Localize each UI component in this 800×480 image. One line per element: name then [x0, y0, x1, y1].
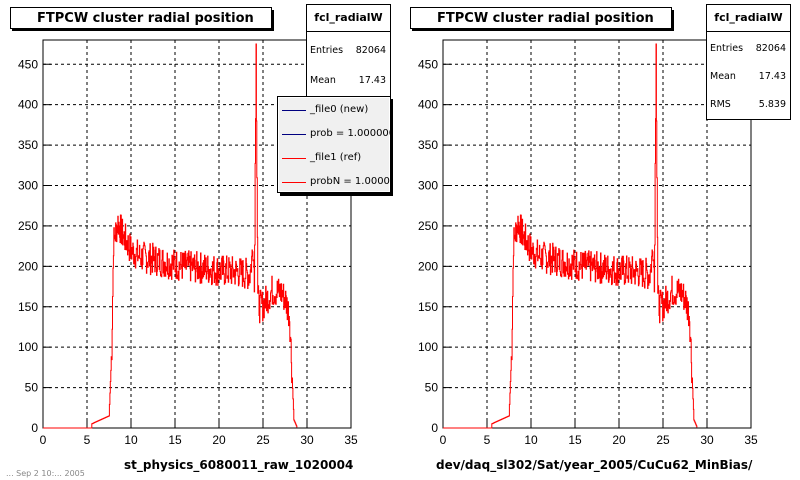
x-tick-label-left: 0: [40, 433, 47, 447]
x-tick-label-right: 35: [744, 433, 758, 447]
stats-rms-label-right: RMS: [710, 99, 731, 110]
x-tick-label-left: 20: [212, 433, 226, 447]
stats-entries-value-left: 82064: [355, 45, 386, 56]
legend-label-prob: prob = 1.000000: [310, 128, 391, 139]
y-tick-label-left: 400: [18, 98, 38, 112]
x-tick-label-right: 5: [484, 433, 491, 447]
legend-item-file0: _file0 (new): [278, 99, 390, 123]
chart-title-box-right: FTPCW cluster radial position: [410, 7, 672, 29]
stats-entries-label-right: Entries: [710, 43, 744, 54]
legend-swatch-prob: [282, 134, 306, 135]
stats-mean-label-right: Mean: [710, 71, 736, 82]
y-tick-label-right: 450: [418, 57, 438, 71]
legend-item-probn: probN = 1.000000: [278, 171, 390, 192]
legend-swatch-file0: [282, 110, 306, 111]
y-tick-label-right: 200: [418, 259, 438, 273]
legend-swatch-file1: [282, 158, 306, 159]
stats-entries-label-left: Entries: [310, 45, 344, 56]
legend-label-file0: _file0 (new): [310, 104, 369, 115]
x-tick-label-left: 5: [84, 433, 91, 447]
legend-item-file1: _file1 (ref): [278, 147, 390, 171]
legend-label-file1: _file1 (ref): [310, 152, 362, 163]
stats-box-right: fcl_radialW Entries 82064 Mean 17.43 RMS…: [706, 4, 791, 120]
y-tick-label-right: 400: [418, 98, 438, 112]
y-tick-label-right: 250: [418, 219, 438, 233]
y-tick-label-right: 100: [418, 340, 438, 354]
stats-rms-value-right: 5.839: [758, 99, 786, 110]
x-tick-label-left: 10: [124, 433, 138, 447]
stats-mean-label-left: Mean: [310, 75, 336, 86]
y-tick-label-right: 50: [425, 381, 439, 395]
footer-timestamp: ... Sep 2 10:... 2005: [6, 469, 85, 478]
x-axis-title-right: dev/daq_sl302/Sat/year_2005/CuCu62_MinBi…: [436, 458, 753, 472]
y-tick-label-right: 150: [418, 300, 438, 314]
plot-frame-right: [442, 39, 752, 429]
legend-label-probn: probN = 1.000000: [310, 176, 390, 187]
series-line-right-0: [443, 43, 698, 429]
y-tick-label-left: 450: [18, 57, 38, 71]
x-tick-label-left: 35: [344, 433, 358, 447]
y-tick-label-right: 350: [418, 138, 438, 152]
legend-box-left: _file0 (new) prob = 1.000000 _file1 (ref…: [277, 96, 391, 193]
y-tick-label-left: 300: [18, 179, 38, 193]
x-tick-label-left: 25: [256, 433, 270, 447]
stats-mean-value-left: 17.43: [358, 75, 386, 86]
chart-title-left: FTPCW cluster radial position: [37, 11, 254, 26]
y-tick-label-left: 0: [31, 421, 38, 435]
x-tick-label-right: 25: [656, 433, 670, 447]
y-tick-label-left: 250: [18, 219, 38, 233]
y-tick-label-left: 100: [18, 340, 38, 354]
chart-title-right: FTPCW cluster radial position: [437, 11, 654, 26]
stats-hist-name-left: fcl_radialW: [307, 5, 390, 32]
x-tick-label-left: 15: [168, 433, 182, 447]
y-tick-label-left: 350: [18, 138, 38, 152]
y-tick-label-left: 200: [18, 259, 38, 273]
x-tick-label-right: 30: [700, 433, 714, 447]
y-tick-label-left: 50: [25, 381, 39, 395]
stats-mean-value-right: 17.43: [758, 71, 786, 82]
stats-hist-name-right: fcl_radialW: [707, 5, 790, 32]
x-tick-label-left: 30: [300, 433, 314, 447]
y-tick-label-left: 150: [18, 300, 38, 314]
series-line-left-0: [43, 43, 298, 429]
stats-entries-value-right: 82064: [755, 43, 786, 54]
x-tick-label-right: 10: [524, 433, 538, 447]
x-axis-title-left: st_physics_6080011_raw_1020004: [124, 458, 354, 472]
x-tick-label-right: 15: [568, 433, 582, 447]
chart-title-box-left: FTPCW cluster radial position: [10, 7, 272, 29]
y-tick-label-right: 300: [418, 179, 438, 193]
y-tick-label-right: 0: [431, 421, 438, 435]
legend-swatch-probn: [282, 182, 306, 183]
x-tick-label-right: 20: [612, 433, 626, 447]
legend-item-prob: prob = 1.000000: [278, 123, 390, 147]
x-tick-label-right: 0: [440, 433, 447, 447]
